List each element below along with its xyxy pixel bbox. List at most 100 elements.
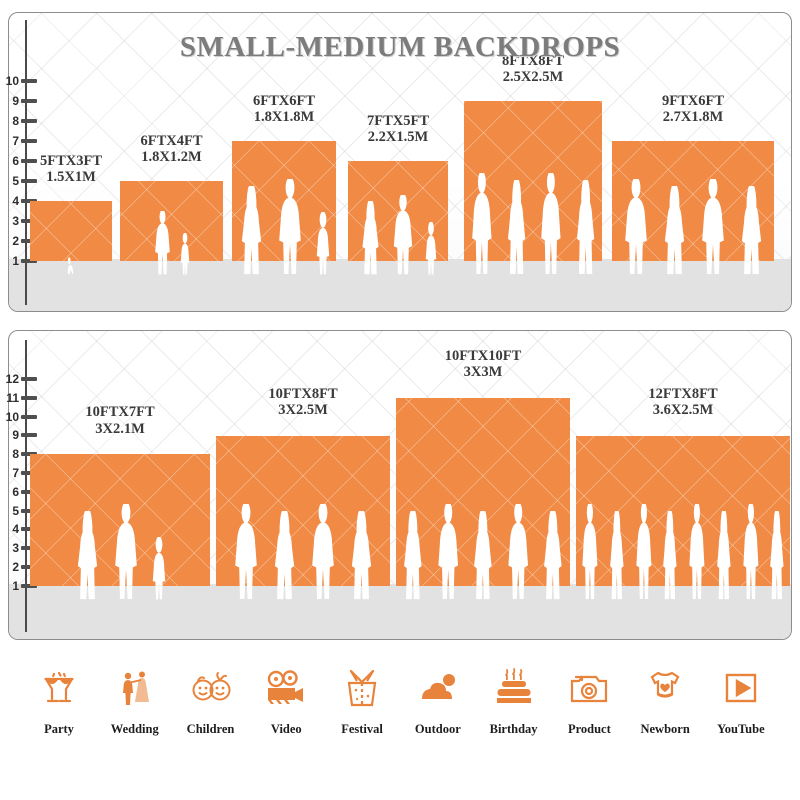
backdrop-size-bar[interactable] — [576, 435, 790, 586]
y-axis-tick-mark — [21, 119, 37, 123]
two-kid-faces-icon — [190, 660, 232, 716]
camera-icon — [568, 660, 610, 716]
y-axis-tick-label: 5 — [12, 503, 19, 518]
use-case-item-festival[interactable]: Festival — [325, 660, 399, 737]
y-axis-tick: 4 — [2, 195, 37, 207]
floor-strip — [9, 259, 791, 311]
y-axis-tick-label: 9 — [12, 94, 19, 108]
bar-size-meters: 3.6X2.5M — [652, 401, 714, 418]
y-axis-tick-mark — [21, 508, 37, 513]
backdrop-size-bar[interactable] — [612, 141, 774, 261]
bar-size-meters: 2.7X1.8M — [662, 109, 724, 126]
movie-camera-icon — [264, 660, 308, 716]
backdrop-size-bar[interactable] — [216, 435, 390, 586]
bar-size-feet: 10FTX10FT — [444, 348, 522, 364]
use-case-item-video[interactable]: Video — [249, 660, 323, 737]
backdrop-size-bar[interactable] — [396, 398, 570, 586]
y-axis-tick-label: 7 — [12, 134, 19, 148]
use-case-label: Birthday — [489, 722, 538, 736]
bar-lattice-texture — [216, 435, 390, 586]
y-axis-tick-mark — [21, 79, 37, 83]
y-axis-tick-mark — [21, 139, 37, 143]
y-axis-tick-mark — [21, 471, 37, 475]
use-case-label: Wedding — [110, 722, 159, 736]
y-axis-tick: 1 — [2, 580, 37, 592]
y-axis-tick-mark — [21, 219, 37, 223]
use-case-label: Video — [270, 722, 302, 736]
y-axis-tick: 9 — [2, 95, 37, 107]
y-axis-tick-label: 4 — [12, 194, 19, 208]
play-button-icon — [722, 660, 760, 716]
use-case-item-birthday[interactable]: Birthday — [477, 660, 551, 737]
baby-onesie-icon — [645, 660, 685, 716]
y-axis-tick-mark — [21, 565, 37, 569]
y-axis-tick-label: 9 — [12, 428, 19, 443]
champagne-glasses-icon — [39, 660, 79, 716]
bar-size-meters: 3X3M — [463, 364, 503, 381]
y-axis-tick: 7 — [2, 135, 37, 147]
y-axis-tick-mark — [21, 99, 37, 103]
y-axis-tick-mark — [21, 452, 37, 457]
backdrop-size-bar[interactable] — [30, 201, 112, 261]
backdrop-size-bar[interactable] — [232, 141, 336, 261]
y-axis-tick-mark — [21, 489, 37, 494]
bar-size-feet: 5FTX3FT — [39, 153, 103, 169]
cloud-hill-icon — [416, 660, 460, 716]
bride-groom-icon — [115, 660, 155, 716]
bar-lattice-texture — [30, 201, 112, 261]
bar-size-label: 10FTX10FT 3X3M — [396, 348, 570, 380]
use-case-item-product[interactable]: Product — [552, 660, 626, 737]
y-axis-tick: 5 — [2, 505, 37, 517]
y-axis-tick-label: 3 — [12, 541, 19, 556]
backdrop-size-bar[interactable] — [348, 161, 448, 261]
use-case-label: Outdoor — [414, 722, 461, 736]
use-case-item-wedding[interactable]: Wedding — [98, 660, 172, 737]
bar-size-meters: 3X2.5M — [278, 401, 328, 418]
bar-lattice-texture — [120, 181, 223, 261]
y-axis-tick-label: 1 — [12, 254, 19, 268]
y-axis-tick-label: 1 — [12, 578, 19, 593]
bar-size-meters: 1.5X1M — [46, 169, 96, 186]
use-case-item-party[interactable]: Party — [22, 660, 96, 737]
bar-lattice-texture — [612, 141, 774, 261]
birthday-cake-icon — [493, 660, 535, 716]
bar-size-feet: 6FTX6FT — [252, 93, 316, 109]
backdrop-size-bar[interactable] — [464, 101, 602, 261]
use-case-item-youtube[interactable]: YouTube — [704, 660, 778, 737]
y-axis-line — [25, 340, 27, 632]
use-case-item-children[interactable]: Children — [174, 660, 248, 737]
y-axis-tick: 7 — [2, 467, 37, 479]
y-axis-tick: 1 — [2, 255, 37, 267]
bar-size-meters: 2.2X1.5M — [367, 129, 429, 146]
y-axis-tick-label: 5 — [12, 174, 19, 188]
y-axis-tick-label: 7 — [12, 466, 19, 480]
y-axis-tick: 3 — [2, 215, 37, 227]
y-axis-tick-mark — [21, 395, 37, 400]
y-axis-tick: 4 — [2, 523, 37, 535]
use-case-label: YouTube — [717, 722, 765, 736]
backdrop-size-bar[interactable] — [120, 181, 223, 261]
y-axis-tick: 8 — [2, 448, 37, 460]
y-axis-tick: 3 — [2, 542, 37, 554]
y-axis-tick-label: 2 — [12, 234, 19, 248]
y-axis-tick-mark — [21, 377, 37, 381]
bar-size-label: 10FTX8FT 3X2.5M — [216, 386, 390, 418]
y-axis-tick-label: 2 — [12, 560, 19, 574]
y-axis-tick-mark — [21, 414, 37, 419]
bar-size-meters: 1.8X1.8M — [253, 109, 315, 126]
y-axis-tick: 9 — [2, 429, 37, 441]
bar-lattice-texture — [576, 435, 790, 586]
y-axis-tick-label: 12 — [5, 372, 19, 386]
bar-size-label: 6FTX6FT 1.8X1.8M — [232, 93, 336, 125]
use-case-item-outdoor[interactable]: Outdoor — [401, 660, 475, 737]
bar-size-feet: 10FTX7FT — [85, 404, 155, 421]
bar-size-feet: 12FTX8FT — [648, 385, 718, 402]
y-axis-tick-label: 10 — [5, 409, 19, 424]
y-axis-tick-label: 8 — [12, 447, 19, 462]
y-axis-tick-label: 11 — [6, 390, 19, 405]
bar-size-meters: 3X2.1M — [95, 420, 145, 437]
backdrop-size-bar[interactable] — [30, 454, 210, 586]
gift-box-icon — [341, 660, 383, 716]
bar-lattice-texture — [348, 161, 448, 261]
use-case-item-newborn[interactable]: Newborn — [628, 660, 702, 737]
